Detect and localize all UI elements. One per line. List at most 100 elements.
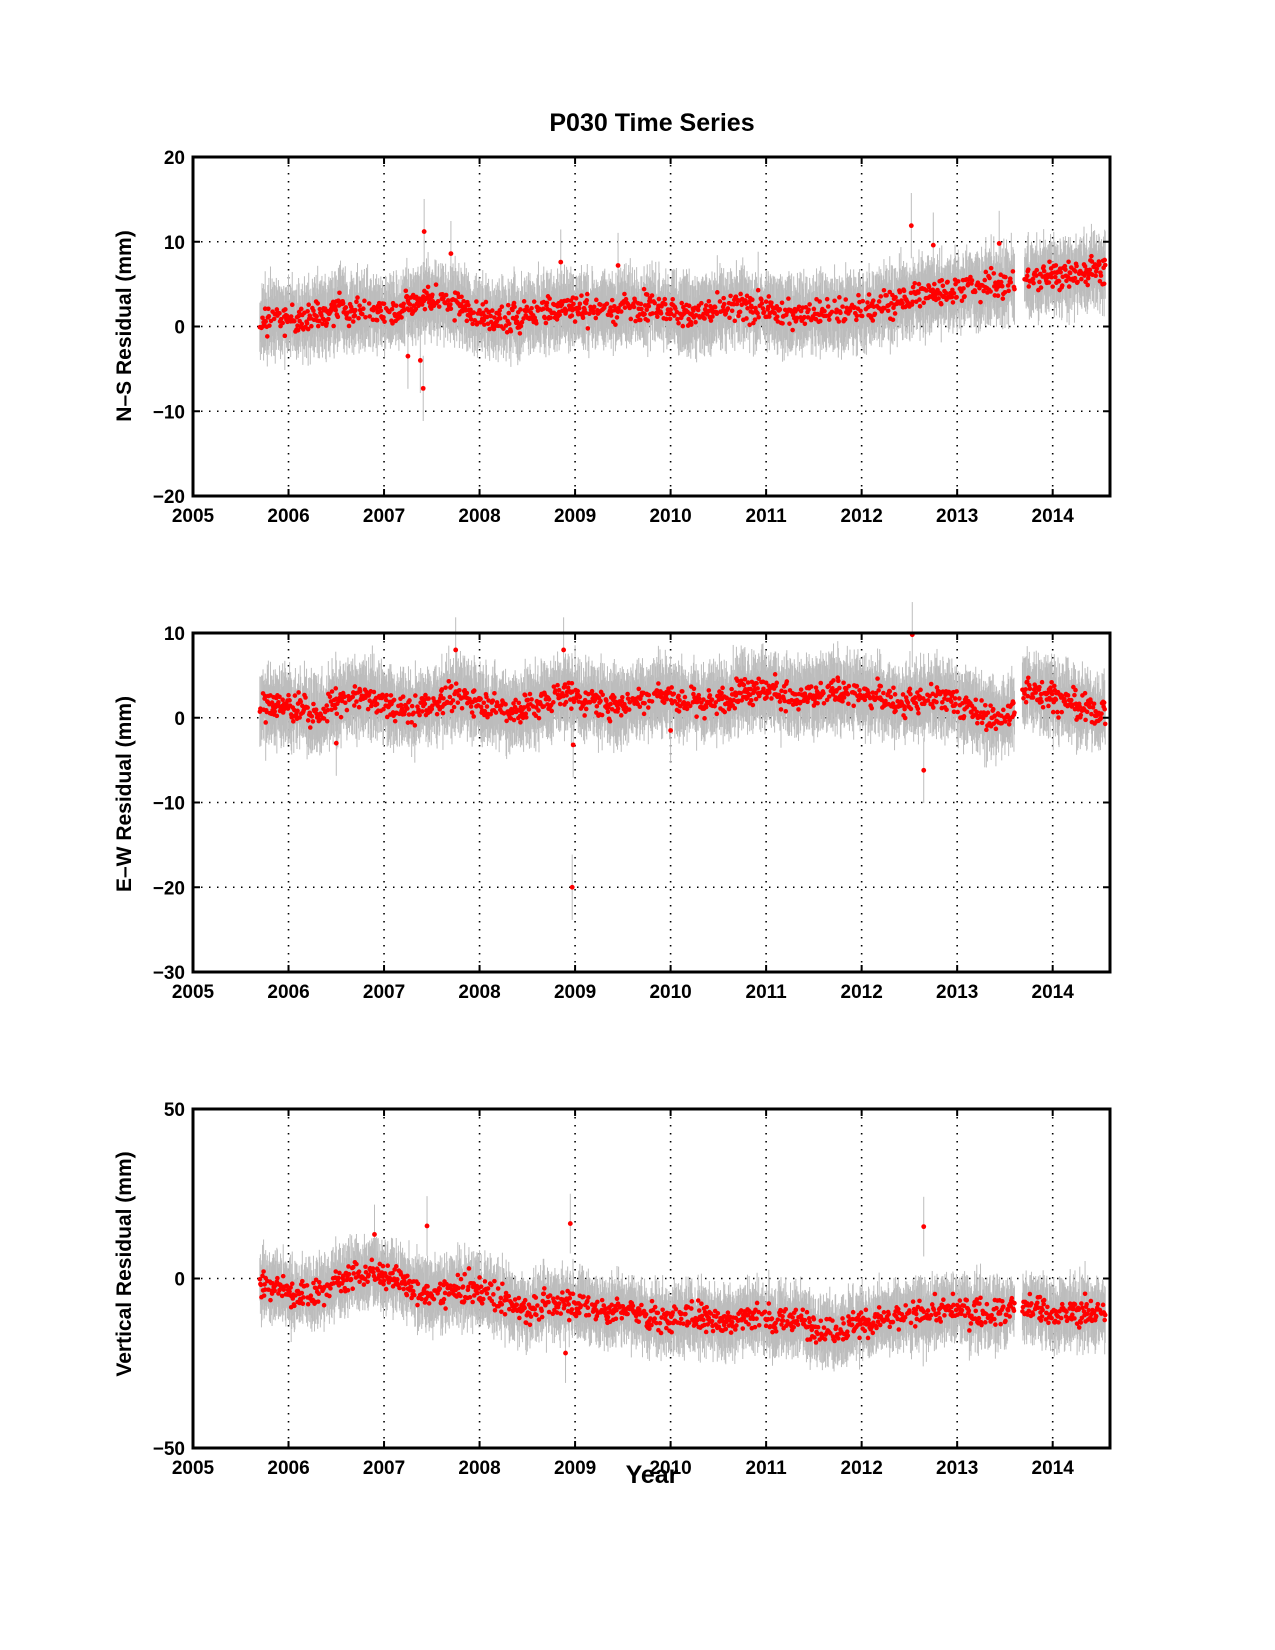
data-point [487,326,492,332]
data-point [887,289,893,295]
data-point [533,713,539,719]
data-point [987,275,992,281]
data-point [1079,276,1084,282]
data-point [506,310,512,316]
data-point [305,326,311,332]
data-point [1053,263,1059,268]
data-point [642,311,647,317]
data-point [508,328,514,334]
data-point [684,706,690,712]
data-point [717,299,723,304]
data-point [419,302,425,307]
data-point [798,308,804,314]
data-point [622,291,627,297]
data-point [524,304,530,310]
data-point [436,304,442,309]
data-point [637,704,643,710]
data-point [381,301,387,307]
data-point [988,265,994,271]
data-point [378,308,384,313]
data-point [623,709,628,714]
data-point [557,701,563,707]
data-point [523,711,529,717]
y-tick-label: −20 [153,487,185,508]
data-point [278,316,284,322]
data-point [583,310,588,316]
data-point [625,691,630,697]
data-point [1026,284,1032,289]
data-point [399,315,404,320]
data-point [577,694,583,700]
data-point [836,319,842,324]
ns-y-axis-label: N–S Residual (mm) [113,230,136,421]
data-point [299,321,305,327]
data-point [959,298,965,304]
data-point [499,304,505,310]
data-point [430,292,435,298]
data-point [365,706,371,712]
data-point [901,288,907,294]
data-point [589,688,595,694]
data-point [703,704,709,710]
data-point [912,280,918,286]
data-point [298,306,304,312]
x-tick-label: 2013 [936,506,978,527]
ns-ticks: 2005 2006 2007 2008 2009 2010 2011 2012 2013 2014… [153,148,1110,527]
data-point [484,704,490,709]
data-point [1073,269,1078,274]
data-point [936,296,941,301]
data-point [1097,262,1102,267]
data-point [600,692,605,698]
data-point [315,323,321,329]
data-point [779,300,785,306]
data-point [471,310,477,315]
data-point [551,684,557,689]
data-point [409,703,415,709]
data-point [580,315,586,321]
data-point [512,304,517,310]
data-point [655,314,660,319]
data-point [315,301,321,306]
data-point [489,308,495,313]
data-point [412,723,418,728]
data-point [482,708,488,714]
data-point [878,294,884,299]
data-point [529,697,534,702]
data-point [321,716,327,721]
data-point [464,690,470,696]
data-point [494,700,500,705]
data-point [650,311,655,316]
outlier-point [558,259,564,265]
data-point [1059,283,1065,288]
data-point [282,333,288,339]
data-point [789,309,794,314]
data-point [407,698,412,703]
data-point [523,715,529,720]
data-point [267,323,272,328]
data-point [337,290,342,296]
data-point [766,294,772,299]
data-point [488,711,494,717]
data-point [1102,262,1108,268]
data-point [352,703,357,708]
data-point [988,289,993,294]
data-point [605,709,611,714]
data-point [790,327,795,333]
data-point [546,697,552,702]
data-point [1031,280,1036,286]
data-point [471,688,477,693]
data-point [838,310,843,316]
data-point [807,302,812,307]
data-point [525,697,531,703]
data-point [917,297,922,302]
data-point [305,308,310,314]
data-point [1064,278,1069,284]
data-point [413,306,419,312]
data-point [344,707,350,713]
data-point [547,296,552,301]
data-point [676,320,681,326]
data-point [389,306,395,312]
data-point [343,700,348,706]
data-point [401,301,406,307]
data-point [825,304,831,309]
